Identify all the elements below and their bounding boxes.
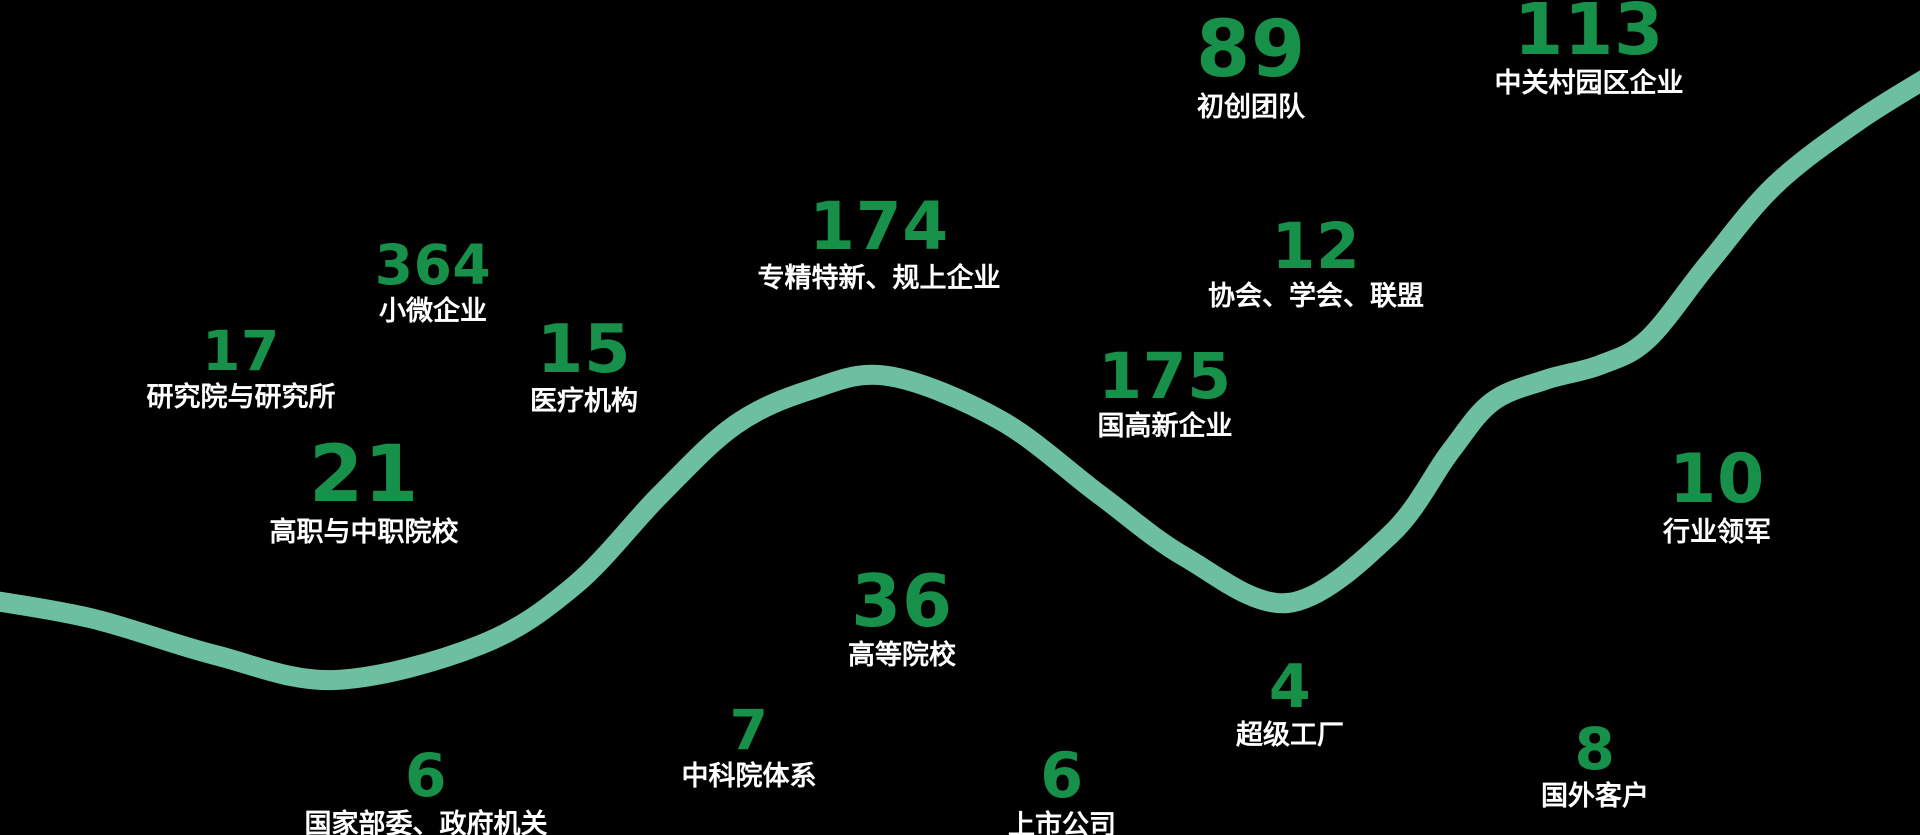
- stat-label: 高等院校: [848, 640, 956, 671]
- stat-item: 6 国家部委、政府机关: [305, 746, 548, 835]
- stat-value: 175: [1098, 340, 1232, 413]
- stat-item: 174 专精特新、规上企业: [757, 188, 1001, 295]
- stat-value: 174: [809, 188, 949, 265]
- stat-item: 15 医疗机构: [530, 310, 638, 418]
- stat-item: 10 行业领军: [1663, 440, 1771, 549]
- stat-label: 医疗机构: [530, 386, 638, 417]
- stat-label: 国家部委、政府机关: [304, 809, 548, 835]
- stat-item: 8 国外客户: [1541, 720, 1649, 812]
- stat-value: 36: [851, 559, 953, 643]
- stat-value: 89: [1195, 5, 1307, 95]
- stat-label: 中关村园区企业: [1494, 68, 1684, 99]
- stat-item: 21 高职与中职院校: [270, 436, 459, 548]
- stat-label: 高职与中职院校: [269, 517, 459, 548]
- growth-curve-path: [0, 70, 1920, 691]
- stat-item: 4 超级工厂: [1236, 657, 1344, 751]
- stat-label: 研究院与研究所: [146, 382, 336, 413]
- stat-value: 7: [729, 698, 769, 762]
- stat-value: 364: [374, 233, 492, 297]
- stat-item: 364 小微企业: [374, 233, 492, 328]
- stat-label: 超级工厂: [1236, 720, 1344, 751]
- stat-label: 中科院体系: [681, 761, 817, 792]
- stat-label: 国高新企业: [1097, 411, 1233, 442]
- stat-item: 6 上市公司: [1008, 745, 1116, 835]
- stat-label: 协会、学会、联盟: [1208, 281, 1424, 312]
- stat-item: 89 初创团队: [1196, 11, 1306, 123]
- stat-value: 15: [536, 310, 632, 388]
- stat-item: 17 研究院与研究所: [146, 319, 336, 414]
- stat-item: 113 中关村园区企业: [1495, 0, 1684, 99]
- stat-item: 12 协会、学会、联盟: [1208, 215, 1424, 312]
- stat-label: 初创团队: [1196, 92, 1305, 123]
- stat-value: 10: [1669, 440, 1765, 519]
- stat-label: 小微企业: [379, 296, 487, 327]
- stat-label: 上市公司: [1008, 810, 1116, 835]
- stat-value: 12: [1271, 210, 1361, 283]
- stat-value: 8: [1574, 715, 1616, 783]
- stat-item: 7 中科院体系: [681, 698, 817, 793]
- stat-label: 行业领军: [1663, 517, 1771, 548]
- stat-value: 6: [1040, 739, 1084, 812]
- stat-label: 国外客户: [1541, 781, 1649, 812]
- stat-value: 113: [1513, 0, 1665, 71]
- stat-label: 专精特新、规上企业: [757, 263, 1001, 294]
- stat-item: 175 国高新企业: [1098, 345, 1233, 442]
- stat-item: 36 高等院校: [848, 565, 956, 671]
- stat-value: 21: [308, 430, 420, 520]
- stat-value: 6: [404, 741, 448, 811]
- stat-value: 4: [1268, 652, 1312, 722]
- stat-value: 17: [202, 319, 280, 383]
